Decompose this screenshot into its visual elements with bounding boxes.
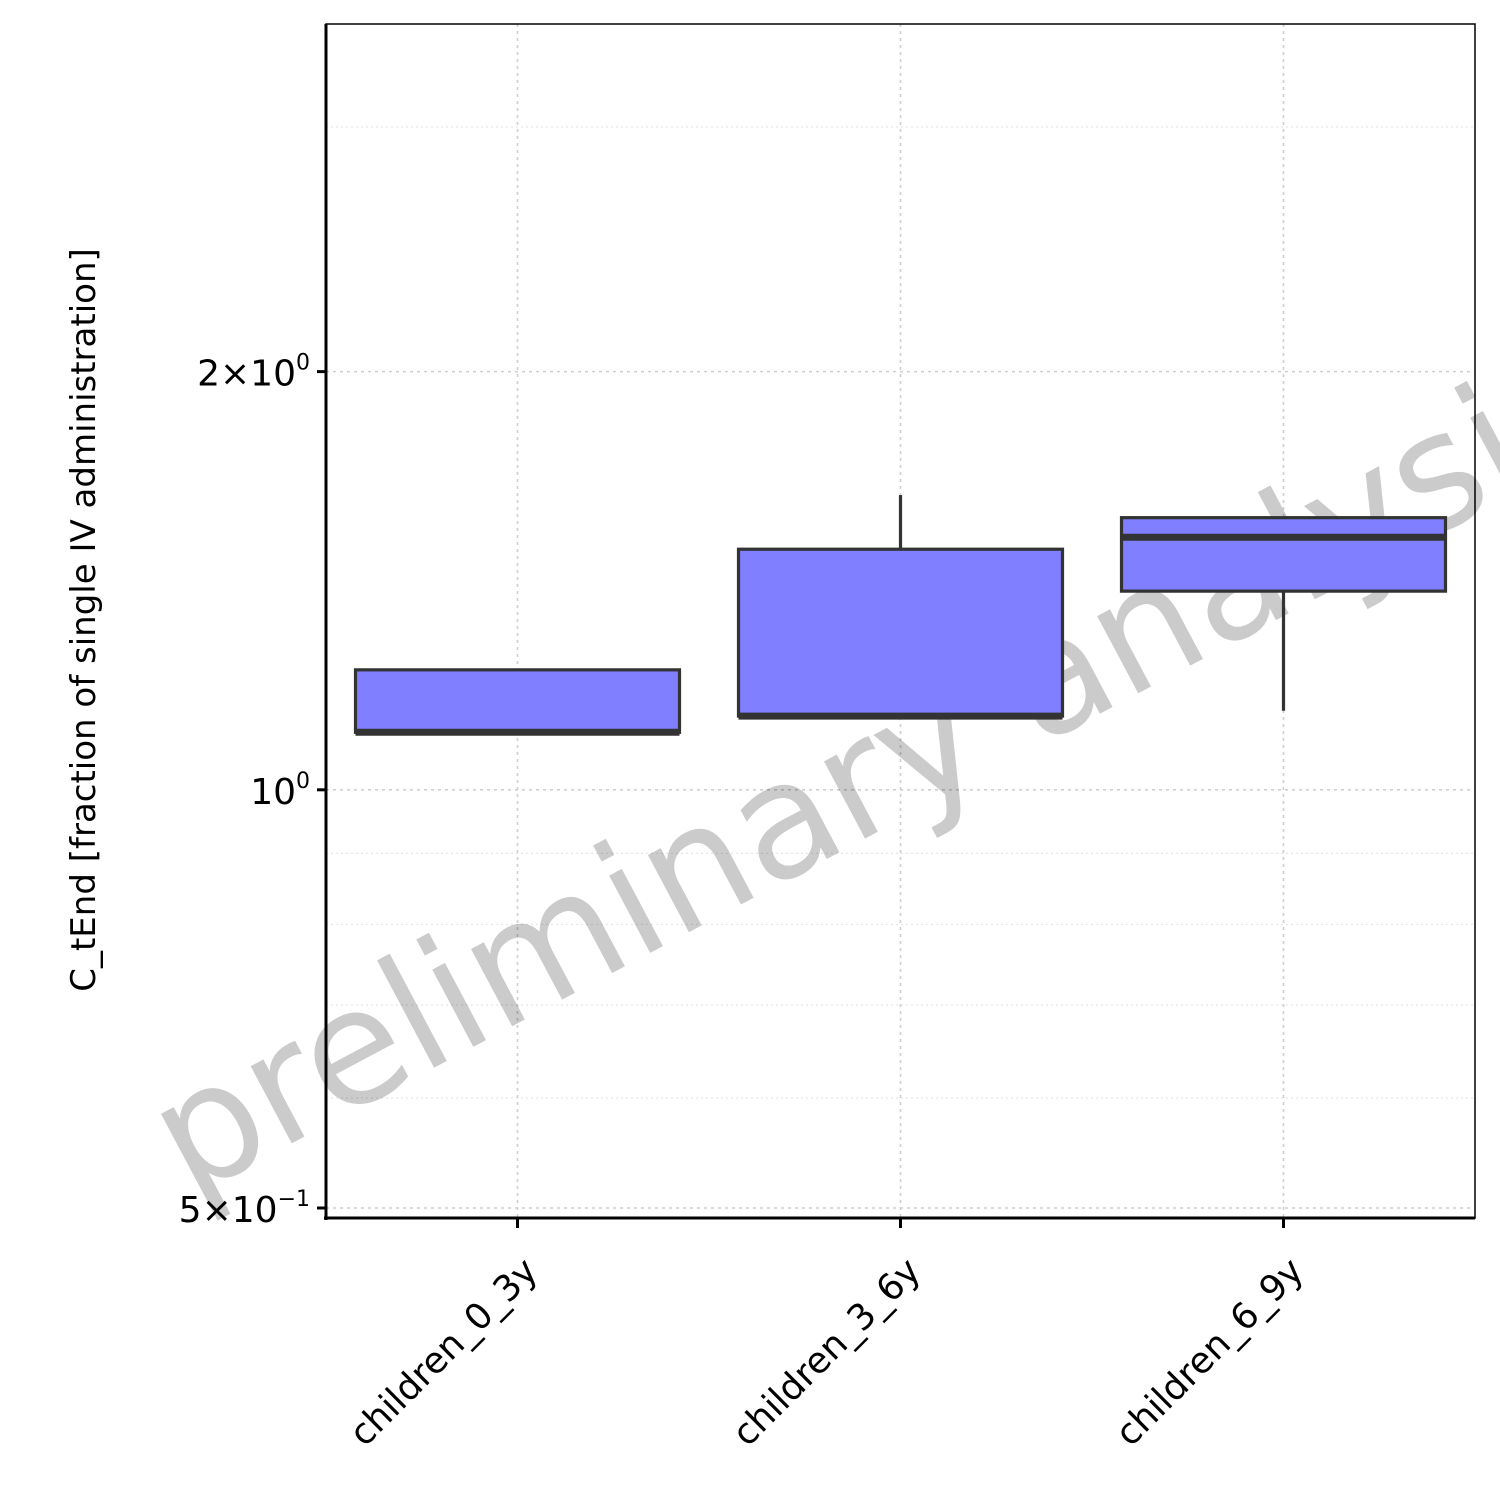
box-body bbox=[353, 668, 682, 734]
x-tick-label: children_0_3y bbox=[342, 1250, 546, 1454]
y-axis-title: C_tEnd [fraction of single IV administra… bbox=[64, 248, 104, 992]
boxes bbox=[353, 495, 1448, 736]
box-body bbox=[1119, 516, 1448, 593]
box-children_6_9y bbox=[1119, 516, 1448, 711]
x-tick-label: children_3_6y bbox=[725, 1250, 929, 1454]
y-tick-label: 5×10−1 bbox=[179, 1187, 310, 1231]
box-children_0_3y bbox=[353, 668, 682, 736]
y-tick-label: 100 bbox=[250, 769, 310, 813]
y-tick-label: 2×100 bbox=[197, 351, 310, 395]
box-children_3_6y bbox=[736, 495, 1065, 720]
x-tick-label: children_6_9y bbox=[1108, 1250, 1312, 1454]
box-body bbox=[736, 547, 1065, 718]
